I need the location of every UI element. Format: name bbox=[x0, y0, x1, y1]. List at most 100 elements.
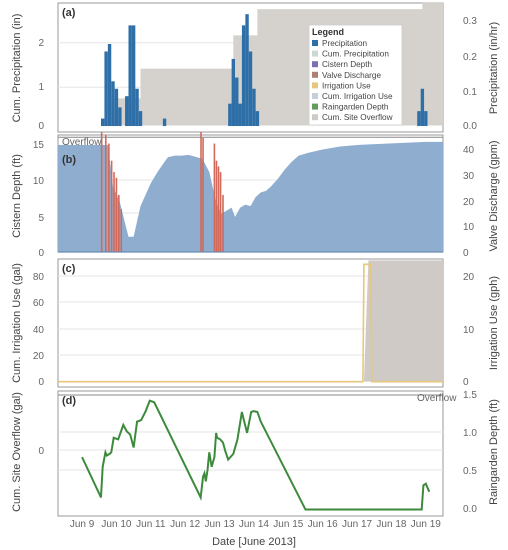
panel-a-right-ticks: 0.0 0.1 0.2 0.3 bbox=[463, 16, 477, 132]
x-tick-label: Jun 13 bbox=[205, 519, 235, 530]
precipitation-bar bbox=[111, 81, 115, 127]
precipitation-bar bbox=[238, 103, 242, 127]
x-tick-label: Jun 16 bbox=[308, 519, 338, 530]
panel-d-right-tick: 1.0 bbox=[463, 428, 477, 439]
panel-a-left-tick: 1 bbox=[38, 82, 44, 93]
panel-d-right-tick: 0.5 bbox=[463, 466, 477, 477]
panel-d-frame bbox=[57, 390, 444, 517]
x-tick-label: Jun 12 bbox=[170, 519, 200, 530]
panel-d-right-ylabel: Raingarden Depth (ft) bbox=[488, 399, 500, 505]
panel-b-right-tick: 30 bbox=[463, 171, 475, 182]
x-axis-label: Date [June 2013] bbox=[212, 536, 296, 548]
panel-d-right-tick: 1.5 bbox=[463, 390, 477, 401]
panel-b-right-ticks: 0 10 20 30 40 bbox=[463, 145, 475, 259]
legend-item-label: Cum. Precipitation bbox=[322, 50, 389, 59]
precipitation-bar bbox=[228, 103, 232, 127]
panel-b-left-tick: 10 bbox=[33, 176, 45, 187]
panel-a-right-tick: 0.1 bbox=[463, 87, 477, 98]
precipitation-bar bbox=[107, 44, 112, 127]
precipitation-bar bbox=[114, 88, 119, 127]
panel-d-right-ticks: 0.0 0.5 1.0 1.5 bbox=[463, 390, 477, 515]
panel-a: (a) 0 1 2 0.0 0.1 0.2 0.3 Cum. Precipita… bbox=[11, 2, 500, 133]
irrigation-use-line bbox=[58, 263, 443, 383]
panel-d-right-tick: 0.0 bbox=[463, 504, 477, 515]
raingarden-overflow-label: Overflow bbox=[417, 393, 457, 404]
panel-b-left-tick: 15 bbox=[33, 140, 45, 151]
panel-a-left-tick: 2 bbox=[38, 38, 44, 49]
panel-a-right-tick: 0.0 bbox=[463, 121, 477, 132]
panel-d: Overflow (d) 0 0.0 0.5 1.0 1.5 Cum. Site… bbox=[11, 390, 500, 517]
legend-item-label: Cum. Irrigation Use bbox=[322, 92, 393, 101]
valve-discharge-spikes bbox=[58, 132, 443, 253]
panel-a-right-tick: 0.3 bbox=[463, 16, 477, 27]
panel-c-right-tick: 20 bbox=[463, 272, 475, 283]
legend-swatch bbox=[312, 82, 318, 89]
panel-b: Overflow (b) 0 5 10 15 0 10 20 30 40 Cis… bbox=[11, 132, 500, 259]
precipitation-bar bbox=[255, 111, 260, 127]
panel-c-left-ylabel: Cum. Irrigation Use (gal) bbox=[11, 263, 23, 383]
legend-swatch bbox=[312, 40, 318, 46]
precipitation-bar bbox=[118, 107, 122, 127]
panel-b-left-tick: 0 bbox=[38, 248, 44, 259]
precipitation-bar bbox=[235, 77, 239, 127]
panel-b-right-tick: 20 bbox=[463, 197, 475, 208]
cistern-depth-area bbox=[58, 141, 443, 252]
precipitation-bar bbox=[245, 14, 249, 127]
legend-item-label: Raingarden Depth bbox=[322, 103, 389, 112]
legend-swatch bbox=[312, 93, 318, 99]
panel-b-right-tick: 0 bbox=[463, 248, 469, 259]
legend: Legend Precipitation Cum. PrecipitationCi… bbox=[308, 24, 403, 126]
precipitation-bar bbox=[125, 96, 129, 127]
panel-c-left-tick: 40 bbox=[33, 325, 45, 336]
panel-c-left-tick: 0 bbox=[38, 377, 44, 388]
panel-c-right-ticks: 0 10 20 bbox=[463, 272, 475, 388]
panel-c: (c) 0 20 40 60 80 0 10 20 Cum. Irrigatio… bbox=[11, 258, 500, 388]
panel-a-right-ylabel: Precipitation (in/hr) bbox=[488, 22, 500, 114]
panel-c-right-ylabel: Irrigation Use (gph) bbox=[488, 276, 500, 370]
panel-b-right-tick: 40 bbox=[463, 145, 475, 156]
panel-c-right-tick: 0 bbox=[463, 377, 469, 388]
precipitation-bar bbox=[241, 25, 246, 127]
precipitation-bar bbox=[138, 111, 143, 127]
panel-a-left-tick: 0 bbox=[38, 121, 44, 132]
legend-swatch bbox=[312, 71, 318, 78]
legend-swatch bbox=[312, 103, 318, 110]
x-tick-label: Jun 17 bbox=[342, 519, 372, 530]
legend-item-label: Irrigation Use bbox=[322, 81, 371, 90]
precipitation-bar bbox=[131, 25, 136, 127]
raingarden-depth-line bbox=[81, 399, 431, 511]
legend-swatch bbox=[312, 61, 318, 68]
precipitation-bar bbox=[104, 51, 108, 127]
panel-b-right-tick: 10 bbox=[463, 222, 475, 233]
panel-c-left-ticks: 0 20 40 60 80 bbox=[33, 272, 45, 388]
legend-item-label: Precipitation bbox=[322, 39, 368, 48]
precipitation-bar bbox=[128, 25, 132, 127]
panel-b-label: (b) bbox=[62, 154, 76, 166]
x-tick-label: Jun 18 bbox=[376, 519, 406, 530]
panel-b-left-tick: 5 bbox=[38, 213, 44, 224]
panel-c-left-tick: 80 bbox=[33, 272, 45, 283]
panel-a-label: (a) bbox=[62, 7, 76, 19]
panel-a-left-ylabel: Cum. Precipitation (in) bbox=[11, 14, 23, 123]
precipitation-bar bbox=[135, 88, 139, 127]
legend-item-label: Cistern Depth bbox=[322, 60, 373, 69]
panel-c-right-tick: 10 bbox=[463, 325, 475, 336]
legend-box bbox=[308, 24, 403, 126]
x-tick-label: Jun 19 bbox=[411, 519, 441, 530]
precipitation-bar bbox=[420, 88, 425, 127]
panel-b-left-ticks: 0 5 10 15 bbox=[33, 140, 45, 259]
legend-swatch bbox=[312, 114, 318, 121]
precipitation-bar bbox=[231, 58, 236, 127]
precipitation-bar bbox=[248, 51, 253, 127]
cum-irrigation-use-area bbox=[58, 260, 443, 382]
legend-title: Legend bbox=[312, 27, 344, 37]
x-tick-label: Jun 9 bbox=[70, 519, 95, 530]
legend-item-label: Valve Discharge bbox=[322, 71, 381, 80]
precipitation-bar bbox=[162, 118, 167, 127]
precipitation-bar bbox=[424, 111, 428, 127]
overflow-label: Overflow bbox=[62, 137, 102, 148]
x-tick-label: Jun 11 bbox=[136, 519, 166, 530]
panel-c-left-tick: 60 bbox=[33, 298, 45, 309]
panel-b-left-ylabel: Cistern Depth (ft) bbox=[11, 154, 23, 238]
panel-b-right-ylabel: Valve Discharge (gpm) bbox=[488, 140, 500, 251]
